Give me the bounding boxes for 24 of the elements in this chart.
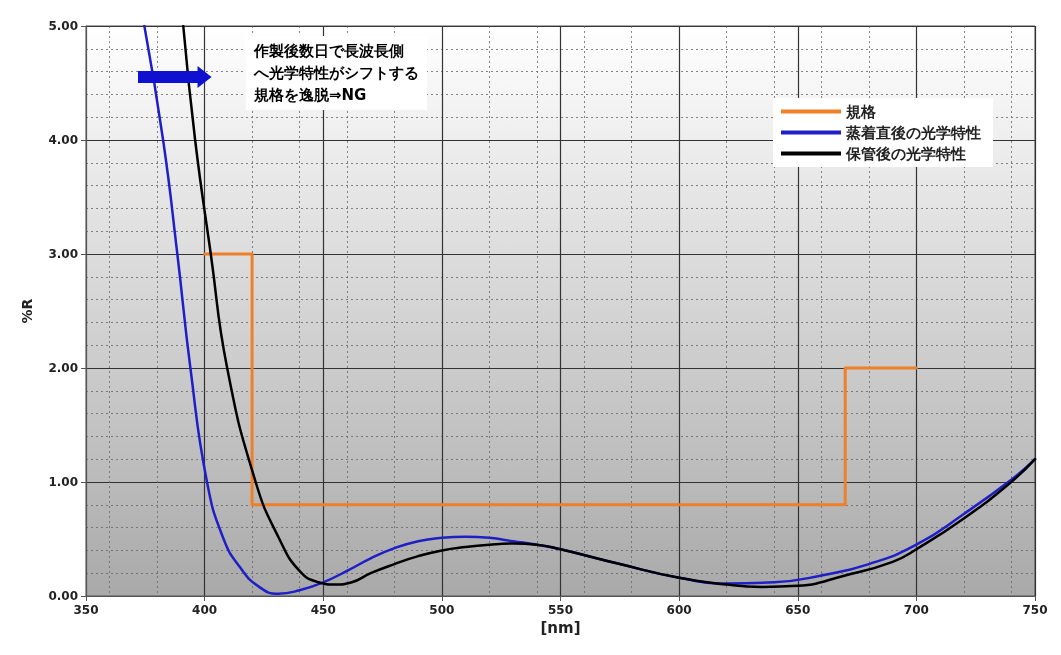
y-tick-label: 0.00 [48, 589, 78, 603]
x-tick-label: 450 [310, 603, 336, 617]
x-tick-label: 750 [1022, 603, 1048, 617]
x-tick-label: 500 [429, 603, 455, 617]
annotation: 作製後数日で長波長側 [253, 42, 404, 60]
legend-label: 蒸着直後の光学特性 [845, 123, 981, 142]
x-tick-label: 550 [547, 603, 574, 617]
x-tick-label: 400 [192, 603, 218, 617]
y-tick-label: 5.00 [48, 19, 78, 33]
x-axis-title: [nm] [540, 619, 581, 638]
x-tick-label: 350 [73, 603, 99, 617]
y-tick-label: 1.00 [48, 475, 78, 489]
x-tick-label: 700 [903, 603, 929, 617]
y-tick-label: 4.00 [48, 133, 78, 147]
x-tick-label: 600 [666, 603, 692, 617]
y-tick-label: 3.00 [48, 247, 78, 261]
annotation: 規格を逸脱⇒ [253, 86, 342, 104]
annotation: へ光学特性がシフトする [253, 64, 419, 82]
legend-label: 規格 [845, 102, 877, 121]
legend-label: 保管後の光学特性 [845, 144, 966, 163]
y-tick-label: 2.00 [48, 361, 78, 375]
x-tick-label: 650 [785, 603, 811, 617]
y-axis-title: %R [19, 298, 35, 324]
annotation: NG [341, 86, 367, 104]
